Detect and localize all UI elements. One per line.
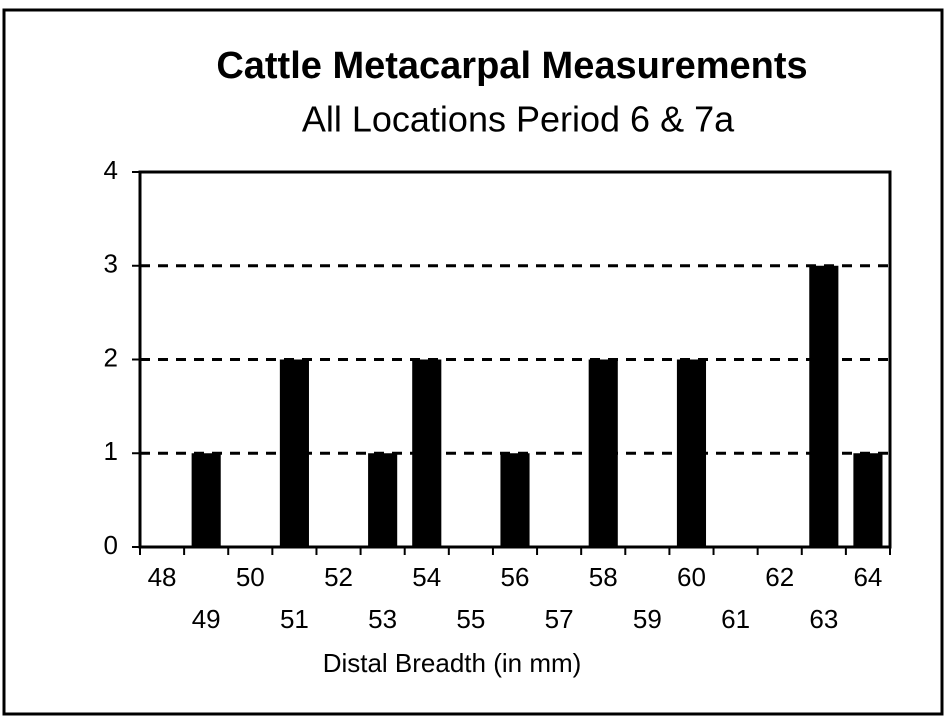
bar <box>368 453 398 547</box>
x-tick-label: 63 <box>809 604 838 634</box>
bar <box>853 453 883 547</box>
y-tick-label: 2 <box>104 342 118 372</box>
chart-title: Cattle Metacarpal Measurements <box>216 45 807 87</box>
x-tick-label: 53 <box>368 604 397 634</box>
x-tick-label: 56 <box>501 562 530 592</box>
x-tick-label: 50 <box>236 562 265 592</box>
x-tick-label: 54 <box>412 562 441 592</box>
x-tick-label: 48 <box>148 562 177 592</box>
x-tick-label: 55 <box>456 604 485 634</box>
bar <box>676 359 707 547</box>
bar <box>809 265 839 547</box>
x-tick-label: 64 <box>853 562 882 592</box>
bar <box>588 359 618 547</box>
x-tick-label: 59 <box>633 604 662 634</box>
y-tick-label: 0 <box>104 530 118 560</box>
bar <box>500 453 530 547</box>
x-axis-label: Distal Breadth (in mm) <box>323 648 582 678</box>
x-tick-label: 58 <box>589 562 618 592</box>
x-tick-label: 51 <box>280 604 309 634</box>
y-tick-label: 4 <box>104 155 118 185</box>
bar <box>191 453 221 547</box>
page-border <box>2 8 944 716</box>
x-tick-label: 61 <box>721 604 750 634</box>
x-tick-label: 62 <box>765 562 794 592</box>
bar <box>279 359 309 547</box>
y-tick-label: 1 <box>104 436 118 466</box>
x-tick-label: 60 <box>677 562 706 592</box>
x-tick-label: 49 <box>192 604 221 634</box>
bar <box>412 359 442 547</box>
x-tick-label: 52 <box>324 562 353 592</box>
chart-subtitle: All Locations Period 6 & 7a <box>302 99 735 140</box>
y-tick-label: 3 <box>104 249 118 279</box>
x-tick-label: 57 <box>545 604 574 634</box>
